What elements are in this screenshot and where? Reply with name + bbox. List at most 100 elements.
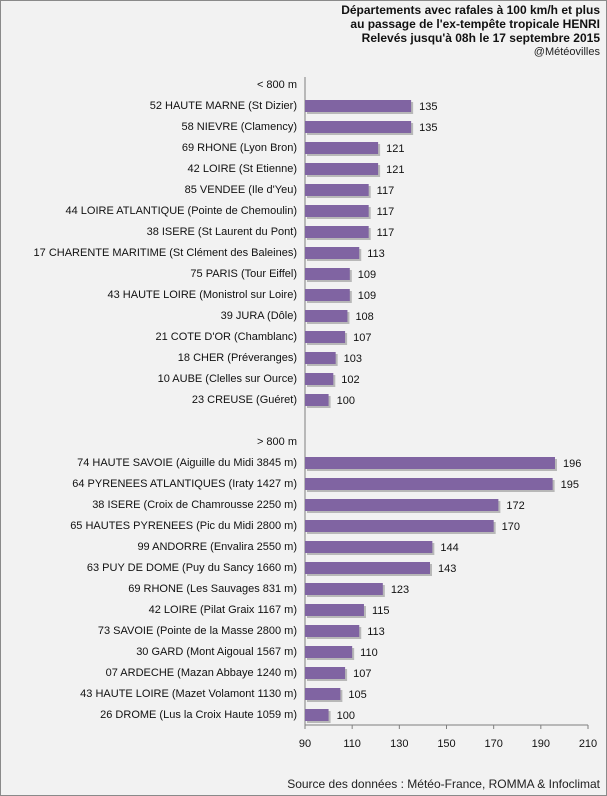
- data-label: 110: [360, 647, 378, 659]
- category-label: 38 ISERE (St Laurent du Pont): [147, 226, 297, 238]
- category-label: 69 RHONE (Les Sauvages 831 m): [128, 583, 297, 595]
- data-label: 115: [372, 605, 390, 617]
- bar: [305, 478, 553, 490]
- data-label: 103: [344, 353, 362, 365]
- bar: [305, 331, 346, 343]
- x-tick-label: 130: [390, 738, 408, 750]
- category-label: 64 PYRENEES ATLANTIQUES (Iraty 1427 m): [72, 478, 297, 490]
- bar: [305, 499, 499, 511]
- data-label: 113: [367, 626, 385, 638]
- category-label: 44 LOIRE ATLANTIQUE (Pointe de Chemoulin…: [65, 205, 297, 217]
- category-label: 73 SAVOIE (Pointe de la Masse 2800 m): [98, 625, 297, 637]
- bar: [305, 709, 329, 721]
- data-label: 121: [386, 164, 404, 176]
- category-label: 18 CHER (Préveranges): [178, 352, 297, 364]
- title-line-3: Relevés jusqu'à 08h le 17 septembre 2015: [361, 31, 600, 45]
- bar: [305, 310, 348, 322]
- group-label: < 800 m: [257, 79, 297, 91]
- x-tick-label: 90: [299, 738, 311, 750]
- data-label: 113: [367, 248, 385, 260]
- bar: [305, 205, 369, 217]
- group-label: > 800 m: [257, 436, 297, 448]
- data-label: 117: [377, 227, 395, 239]
- bar: [305, 373, 334, 385]
- bar: [305, 226, 369, 238]
- chart-title: Départements avec rafales à 100 km/h et …: [341, 3, 600, 45]
- category-label: 38 ISERE (Croix de Chamrousse 2250 m): [92, 499, 297, 511]
- category-label: 43 HAUTE LOIRE (Mazet Volamont 1130 m): [80, 688, 297, 700]
- category-label: 42 LOIRE (Pilat Graix 1167 m): [149, 604, 297, 616]
- data-label: 100: [337, 395, 355, 407]
- category-label: 30 GARD (Mont Aigoual 1567 m): [136, 646, 297, 658]
- category-label: 10 AUBE (Clelles sur Ource): [158, 373, 297, 385]
- data-label: 121: [386, 143, 404, 155]
- data-label: 196: [563, 458, 581, 470]
- data-source-note: Source des données : Météo-France, ROMMA…: [287, 777, 600, 791]
- category-label: 85 VENDEE (Ile d'Yeu): [185, 184, 297, 196]
- category-label: 21 COTE D'OR (Chamblanc): [156, 331, 297, 343]
- chart-credit: @Météovilles: [533, 46, 600, 58]
- bar: [305, 352, 336, 364]
- category-label: 42 LOIRE (St Etienne): [188, 163, 297, 175]
- bar: [305, 562, 430, 574]
- data-label: 107: [353, 668, 371, 680]
- bar: [305, 142, 379, 154]
- category-label: 17 CHARENTE MARITIME (St Clément des Bal…: [34, 247, 297, 259]
- bar: [305, 667, 346, 679]
- data-label: 109: [358, 290, 376, 302]
- category-label: 43 HAUTE LOIRE (Monistrol sur Loire): [108, 289, 298, 301]
- data-label: 135: [419, 122, 437, 134]
- bar: [305, 289, 350, 301]
- x-tick-label: 190: [532, 738, 550, 750]
- data-label: 143: [438, 563, 456, 575]
- category-label: 65 HAUTES PYRENEES (Pic du Midi 2800 m): [70, 520, 297, 532]
- category-label: 23 CREUSE (Guéret): [192, 394, 297, 406]
- category-label: 63 PUY DE DOME (Puy du Sancy 1660 m): [87, 562, 297, 574]
- data-label: 172: [506, 500, 524, 512]
- bar: [305, 163, 379, 175]
- category-label: 99 ANDORRE (Envalira 2550 m): [137, 541, 297, 553]
- bar: [305, 247, 360, 259]
- title-line-2: au passage de l'ex-tempête tropicale HEN…: [350, 17, 600, 31]
- bar: [305, 184, 369, 196]
- data-label: 105: [348, 689, 366, 701]
- data-label: 117: [377, 185, 395, 197]
- data-label: 123: [391, 584, 409, 596]
- data-label: 117: [377, 206, 395, 218]
- bar: [305, 268, 350, 280]
- data-label: 109: [358, 269, 376, 281]
- data-label: 195: [561, 479, 579, 491]
- title-line-1: Départements avec rafales à 100 km/h et …: [341, 3, 600, 17]
- bar: [305, 100, 412, 112]
- data-label: 107: [353, 332, 371, 344]
- category-label: 07 ARDECHE (Mazan Abbaye 1240 m): [106, 667, 297, 679]
- data-label: 144: [440, 542, 458, 554]
- category-label: 74 HAUTE SAVOIE (Aiguille du Midi 3845 m…: [77, 457, 297, 469]
- bar: [305, 121, 412, 133]
- data-label: 135: [419, 101, 437, 113]
- x-tick-label: 170: [484, 738, 502, 750]
- data-label: 170: [502, 521, 520, 533]
- bar: [305, 520, 494, 532]
- category-label: 52 HAUTE MARNE (St Dizier): [150, 100, 297, 112]
- data-label: 102: [341, 374, 359, 386]
- bar: [305, 541, 433, 553]
- bar: [305, 457, 555, 469]
- bar: [305, 583, 383, 595]
- bar: [305, 625, 360, 637]
- category-label: 58 NIEVRE (Clamency): [181, 121, 297, 133]
- category-label: 69 RHONE (Lyon Bron): [182, 142, 297, 154]
- bar: [305, 646, 353, 658]
- x-tick-label: 150: [437, 738, 455, 750]
- bar: [305, 394, 329, 406]
- category-label: 75 PARIS (Tour Eiffel): [190, 268, 297, 280]
- category-label: 39 JURA (Dôle): [221, 310, 297, 322]
- x-tick-label: 210: [579, 738, 597, 750]
- bar: [305, 688, 341, 700]
- bar: [305, 604, 364, 616]
- x-tick-label: 110: [343, 738, 361, 750]
- data-label: 100: [337, 710, 355, 722]
- category-label: 26 DROME (Lus la Croix Haute 1059 m): [100, 709, 297, 721]
